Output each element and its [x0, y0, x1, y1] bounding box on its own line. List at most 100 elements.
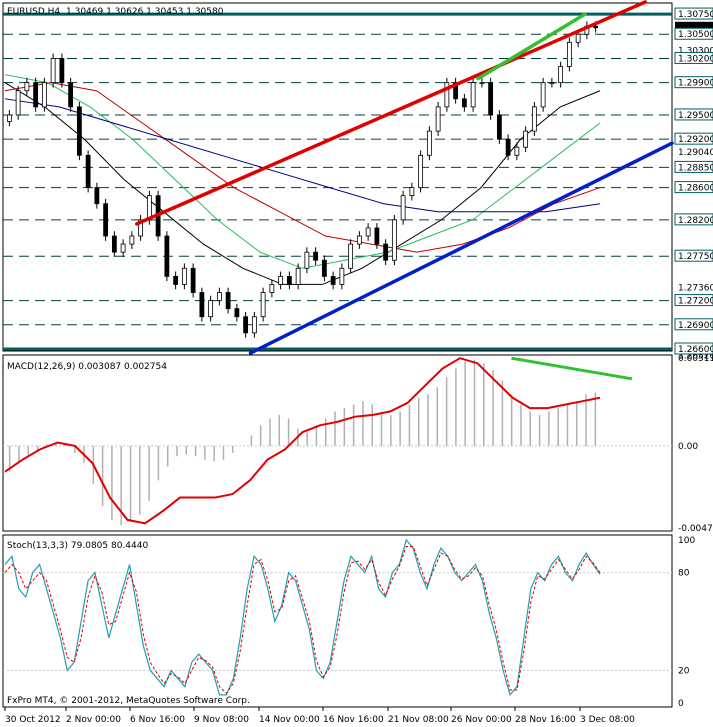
moving-average-2 — [4, 82, 601, 253]
candle-body — [488, 82, 494, 116]
candle-body — [593, 25, 599, 29]
price-label-8: 1.29040 — [678, 148, 713, 158]
time-label-2: 6 Nov 16:00 — [130, 715, 185, 725]
stoch-label-1: 80 — [678, 569, 690, 579]
candle-body — [400, 195, 406, 221]
trend-line-1[interactable] — [248, 141, 674, 355]
price-label-3: 1.30300 — [678, 46, 713, 56]
candle-body — [6, 114, 12, 122]
candle-body — [278, 275, 284, 285]
price-label-box-12 — [674, 249, 713, 262]
candle-body — [94, 187, 100, 205]
candle-body — [76, 106, 82, 156]
candle-body — [496, 114, 502, 140]
candle-body — [339, 267, 345, 285]
candle-body — [111, 235, 117, 253]
stoch-lines — [4, 538, 601, 697]
candle-body — [444, 82, 450, 108]
stoch-label-0: 100 — [678, 536, 695, 546]
price-label-9: 1.28850 — [678, 163, 713, 173]
price-label-14: 1.27200 — [678, 297, 713, 307]
stoch-label-3: 0 — [678, 699, 684, 709]
candle-body — [103, 203, 109, 237]
candle-body — [41, 82, 47, 108]
trend-lines[interactable] — [135, 0, 674, 355]
trend-line-0[interactable] — [135, 0, 647, 226]
price-label-box-15 — [674, 318, 713, 331]
candle-body — [348, 243, 354, 269]
price-label-box-14 — [674, 294, 713, 307]
trend-line-2[interactable] — [476, 12, 587, 81]
candle-body — [453, 82, 459, 100]
candle-body — [321, 259, 327, 277]
price-label-box-6 — [674, 108, 713, 121]
candle-body — [15, 90, 21, 116]
candles — [6, 21, 599, 338]
candle-body — [286, 275, 292, 285]
price-label-5: 1.29900 — [678, 79, 713, 89]
price-label-11: 1.28200 — [678, 216, 713, 226]
candle-body — [531, 106, 537, 132]
candle-body — [24, 82, 30, 92]
candle-body — [68, 82, 74, 108]
candle-body — [558, 66, 564, 84]
macd-divergence-line[interactable] — [511, 356, 633, 381]
candle-body — [181, 267, 187, 285]
stoch-label-2: 20 — [678, 666, 690, 676]
macd-label-1: 0.00 — [678, 442, 698, 452]
candle-body — [566, 41, 572, 67]
time-label-9: 3 Dec 08:00 — [580, 715, 635, 725]
price-label-box-10 — [674, 181, 713, 194]
candle-body — [426, 130, 432, 156]
candle-body — [208, 300, 214, 318]
macd-label-2: -0.00477 — [678, 524, 713, 534]
candle-body — [243, 316, 249, 334]
stoch-title: Stoch(13,3,3) 79.0805 80.4440 — [7, 541, 148, 551]
candle-body — [120, 243, 126, 253]
macd-divergence[interactable] — [511, 356, 633, 381]
candle-body — [138, 219, 144, 237]
price-label-box-1 — [675, 21, 713, 33]
price-label-box-2 — [674, 27, 713, 40]
candle-body — [164, 235, 170, 277]
macd-label-0: 0.00511 — [678, 354, 713, 364]
candle-body — [391, 219, 397, 261]
price-label-box-7 — [674, 132, 713, 145]
price-label-10: 1.28600 — [678, 184, 713, 194]
chart-header-ohlc: 1.30469 1.30626 1.30453 1.30580 — [66, 7, 224, 17]
candle-body — [33, 82, 39, 108]
price-label-box-0 — [674, 7, 713, 20]
time-label-5: 16 Nov 16:00 — [323, 715, 384, 725]
candle-body — [216, 292, 222, 301]
price-level-lines — [3, 12, 672, 351]
macd-histogram — [3, 359, 672, 526]
candle-body — [295, 267, 301, 285]
time-label-7: 26 Nov 00:00 — [451, 715, 512, 725]
candle-body — [173, 275, 179, 285]
candle-body — [435, 106, 441, 132]
candle-body — [313, 251, 319, 261]
candle-body — [190, 267, 196, 293]
stoch-axis-labels: 100 80 20 0 — [678, 536, 695, 709]
macd-panel[interactable] — [2, 354, 673, 532]
price-panel[interactable] — [2, 2, 673, 352]
candle-body — [461, 98, 467, 108]
candle-body — [479, 82, 485, 85]
candle-body — [356, 235, 362, 245]
copyright-text: FxPro MT4, © 2001-2012, MetaQuotes Softw… — [7, 696, 250, 706]
stoch-signal-line — [4, 546, 601, 694]
price-label-16: 1.26520 — [678, 351, 713, 361]
price-label-box-11 — [674, 213, 713, 226]
price-label-4: 1.30200 — [678, 54, 713, 64]
time-label-1: 2 Nov 00:00 — [66, 715, 121, 725]
candle-body — [225, 292, 231, 310]
price-label-12: 1.27750 — [678, 252, 713, 262]
time-label-0: 30 Oct 2012 — [5, 715, 61, 725]
candle-body — [304, 251, 310, 269]
time-label-6: 21 Nov 08:00 — [388, 715, 449, 725]
price-label-17: 1.26600 — [678, 345, 713, 355]
candle-body — [269, 284, 275, 293]
candle-body — [470, 82, 476, 108]
candle-body — [409, 187, 415, 197]
